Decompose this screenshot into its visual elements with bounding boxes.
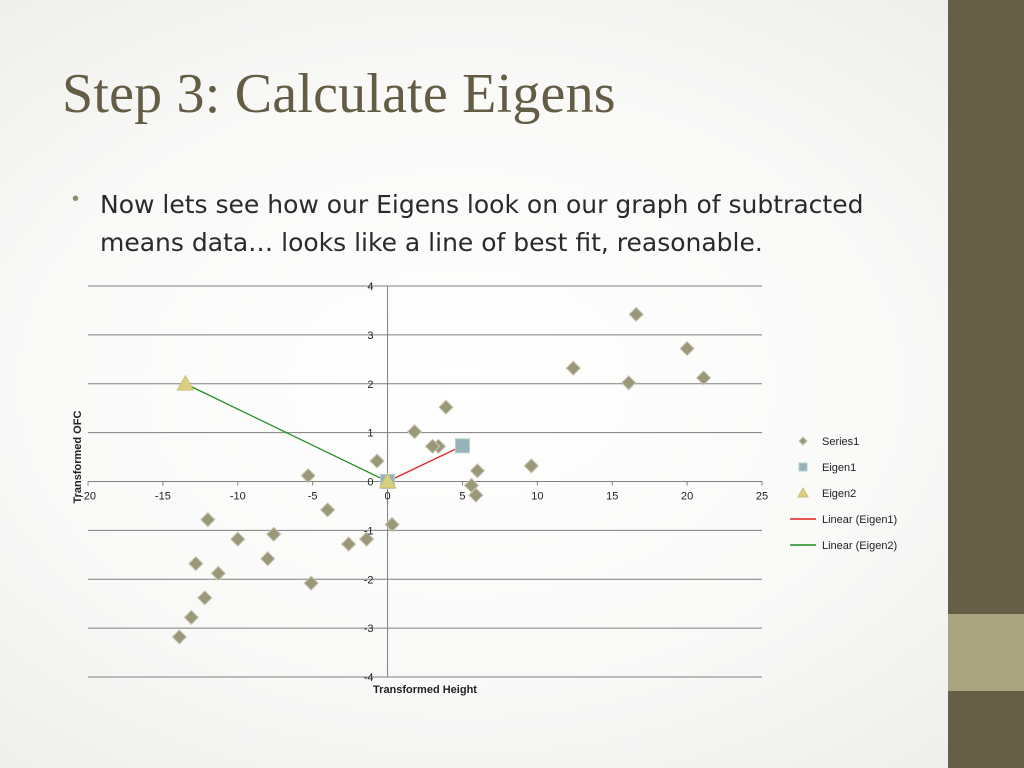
series1-point (340, 536, 357, 552)
legend-linear-eigen1-label: Linear (Eigen1) (822, 514, 897, 526)
legend-eigen1-swatch (798, 462, 808, 472)
trendline-linear-eigen1 (387, 445, 463, 483)
series1-point (300, 467, 316, 484)
chart-legend: Series1 Eigen1 Eigen2 Linear (Eigen1) Linear… (790, 436, 897, 552)
slide-sidebar-accent (948, 614, 1024, 691)
eigen1-point (454, 438, 470, 454)
chart-series (171, 306, 712, 645)
bullet-icon: • (72, 188, 80, 210)
y-tick-label: 1 (367, 428, 373, 440)
y-tick-label: -2 (364, 574, 374, 586)
y-tick-label: -3 (364, 623, 374, 635)
x-tick-label: 10 (531, 491, 543, 503)
legend-eigen2-swatch (797, 486, 809, 498)
x-tick-label: -10 (230, 491, 246, 503)
series1-point (266, 526, 282, 542)
series1-point (468, 487, 484, 503)
series1-point (319, 502, 336, 518)
series1-point (358, 531, 375, 547)
series1-point (303, 575, 319, 591)
x-tick-label: 20 (681, 491, 693, 503)
series1-point (260, 551, 276, 567)
x-tick-label: -20 (80, 491, 96, 503)
legend-linear-eigen2-label: Linear (Eigen2) (822, 540, 897, 552)
x-tick-label: 0 (384, 491, 390, 503)
y-axis-title: Transformed OFC (72, 411, 84, 504)
y-tick-label: 2 (367, 379, 373, 391)
series1-point (183, 609, 200, 626)
series1-point (523, 458, 540, 474)
series1-point (438, 399, 454, 415)
series1-point (679, 340, 695, 357)
legend-series1-swatch (798, 436, 808, 446)
eigen2-point (176, 374, 195, 391)
x-tick-label: 15 (606, 491, 618, 503)
y-tick-label: 0 (367, 477, 373, 489)
series1-point (406, 423, 423, 440)
y-tick-label: 3 (367, 330, 373, 342)
series1-point (369, 453, 385, 469)
series1-point (230, 531, 246, 547)
x-tick-label: 5 (459, 491, 465, 503)
series1-point (197, 590, 213, 606)
series1-point (695, 370, 712, 386)
x-tick-label: 25 (756, 491, 768, 503)
y-tick-label: -4 (364, 672, 374, 684)
x-tick-label: -5 (308, 491, 318, 503)
series1-point (424, 438, 441, 455)
series1-point (384, 516, 400, 533)
y-tick-label: 4 (367, 281, 373, 293)
series1-point (188, 555, 204, 572)
series1-point (210, 565, 227, 582)
series1-point (628, 306, 644, 323)
slide-title: Step 3: Calculate Eigens (62, 63, 616, 125)
legend-eigen1-label: Eigen1 (822, 462, 856, 474)
eigen2-point (378, 472, 397, 489)
series1-point (200, 511, 216, 528)
series1-point (171, 629, 188, 645)
legend-eigen2-label: Eigen2 (822, 488, 856, 500)
grid-lines (88, 285, 762, 678)
bullet-item: • Now lets see how our Eigens look on ou… (72, 186, 902, 262)
y-tick-label: -1 (364, 525, 374, 537)
x-tick-label: -15 (155, 491, 171, 503)
series1-point (469, 463, 486, 479)
trendline-linear-eigen2 (185, 383, 388, 483)
bullet-text: Now lets see how our Eigens look on our … (100, 190, 864, 257)
x-axis-title: Transformed Height (373, 684, 477, 696)
series1-point (565, 360, 581, 376)
legend-series1-label: Series1 (822, 436, 859, 448)
series1-point (620, 375, 637, 391)
